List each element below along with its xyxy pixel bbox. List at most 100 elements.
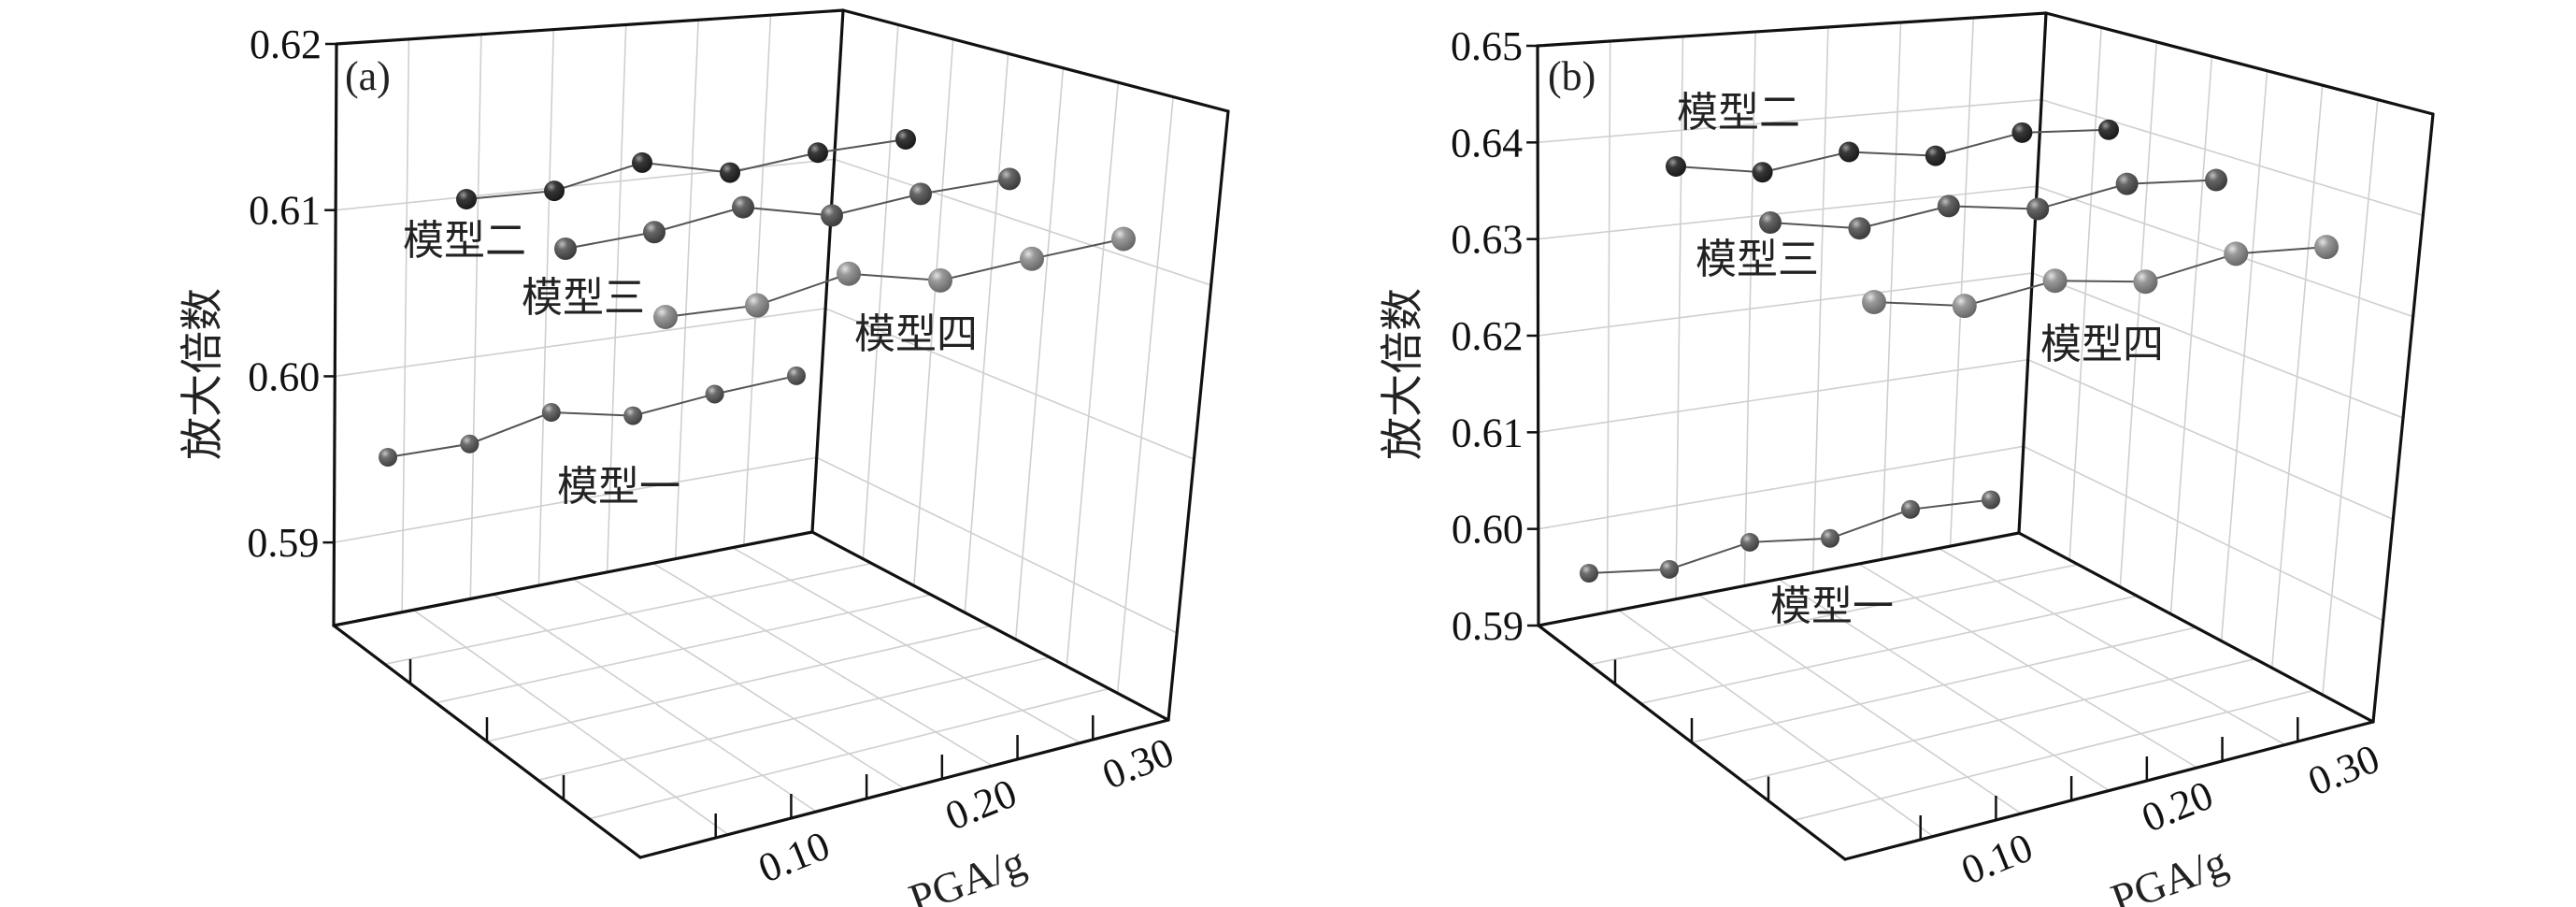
y-axis-title: 放大倍数 (179, 288, 226, 460)
data-point (705, 384, 724, 404)
y-tick-labels: 0.65 0.64 0.63 0.62 0.61 0.60 0.59 (1451, 23, 1524, 649)
data-point (1660, 559, 1679, 579)
wall-gridline (2220, 70, 2268, 641)
data-point (1862, 290, 1886, 314)
x-tick-label: 0.20 (2136, 771, 2220, 841)
data-point (837, 261, 861, 286)
floor-gridline (589, 687, 1109, 820)
x-axis-title: PGA/g (2105, 838, 2234, 907)
wall-gridline (1949, 17, 1975, 547)
data-point (544, 180, 565, 202)
wall-gridline (674, 20, 699, 559)
panel-label: (a) (345, 53, 391, 99)
panel-label: (b) (1548, 53, 1596, 99)
x-tick-label: 0.30 (1096, 728, 1181, 798)
data-point (632, 151, 652, 173)
y-tick-label: 0.59 (1452, 603, 1524, 649)
floor-gridline (732, 546, 1081, 744)
series-line (565, 178, 1010, 250)
series-line (1588, 498, 1992, 574)
data-point (720, 162, 740, 183)
value-gridline (1538, 185, 2038, 240)
series-label: 模型一 (1770, 583, 1894, 629)
wall-gridline (1811, 26, 1829, 573)
data-point (821, 204, 843, 227)
value-gridline (2040, 98, 2424, 217)
data-point (643, 221, 665, 244)
y-tick-label: 0.60 (248, 353, 320, 399)
wall-gridline (964, 53, 1009, 613)
data-point (1848, 217, 1871, 240)
data-point (1759, 211, 1782, 234)
data-point (1821, 528, 1839, 548)
data-point (2205, 168, 2227, 192)
data-point (998, 167, 1021, 191)
axis-edge (1843, 720, 2375, 861)
data-point (2042, 268, 2068, 294)
data-point (1901, 499, 1920, 519)
x-tick-label: 0.30 (2302, 735, 2386, 804)
data-point (2133, 269, 2158, 295)
value-gridline (1538, 445, 2024, 530)
data-point (456, 189, 477, 209)
data-point (2314, 235, 2339, 260)
series-label: 模型一 (557, 464, 680, 510)
value-gridline (834, 158, 1211, 286)
data-point (460, 434, 479, 454)
wall-gridline (537, 29, 555, 586)
value-gridline (2027, 358, 2394, 521)
wall-gridline (1066, 82, 1120, 667)
wall-gridline (862, 24, 899, 559)
data-point (554, 238, 577, 260)
wall-gridline (1606, 40, 1611, 612)
data-point (541, 403, 561, 423)
data-point (808, 142, 828, 164)
data-point (1111, 226, 1136, 252)
axes-frame (322, 8, 1230, 859)
value-gridline (334, 456, 817, 543)
y-tick-label: 0.64 (1451, 120, 1523, 166)
series-line (387, 374, 797, 458)
wall-gridline (1014, 67, 1065, 640)
y-axis-title: 放大倍数 (1379, 288, 1426, 460)
data-point (2011, 122, 2033, 143)
wall-gridline (2068, 27, 2102, 560)
data-series (1580, 119, 2339, 583)
value-gridline (816, 456, 1178, 634)
data-point (1982, 490, 2000, 510)
axis-edge (841, 8, 1230, 113)
wall-gridline (2322, 99, 2379, 696)
series-line (1769, 179, 2217, 230)
x-tick-label: 0.10 (1955, 824, 2039, 893)
data-point (1666, 156, 1686, 177)
panel-a: (a) 0.62 0.61 0.60 0.59 放大倍数 0.10 0.20 0… (179, 8, 1230, 907)
axis-edge (1536, 11, 2048, 48)
value-gridline (336, 158, 835, 211)
axis-edge (332, 42, 338, 627)
axis-edge (332, 530, 814, 627)
wall-gridline (743, 15, 772, 546)
data-point (909, 182, 932, 206)
x-axis-title: PGA/g (903, 838, 1032, 907)
y-tick-label: 0.62 (250, 22, 322, 67)
value-gridline (1538, 272, 2033, 337)
x-tick-label: 0.20 (939, 770, 1023, 839)
series-line (665, 238, 1124, 318)
wall-gridline (2270, 85, 2324, 669)
grid-lines (334, 9, 1229, 836)
series-line (465, 138, 907, 200)
y-tick-label: 0.62 (1452, 313, 1524, 359)
wall-gridline (1881, 22, 1902, 560)
data-point (1925, 145, 1946, 166)
y-tick-label: 0.60 (1452, 507, 1524, 553)
value-gridline (335, 308, 826, 378)
axes-frame (1526, 11, 2435, 861)
value-gridline (2032, 272, 2404, 419)
data-point (1740, 532, 1759, 552)
wall-gridline (469, 34, 482, 599)
series-label: 模型二 (1677, 90, 1800, 136)
axis-edge (810, 530, 1170, 722)
series-label: 模型三 (522, 275, 645, 321)
data-point (895, 129, 916, 151)
wall-gridline (606, 24, 627, 572)
